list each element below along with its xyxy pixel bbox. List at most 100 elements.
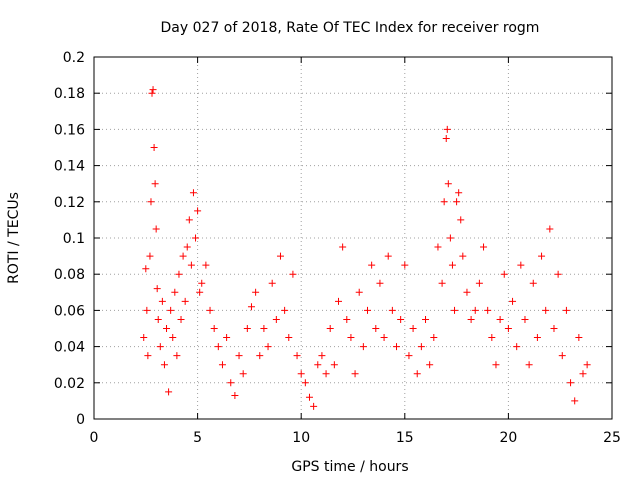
data-point [177,315,185,323]
data-point [268,279,276,287]
y-tick-label: 0.06 [54,303,85,319]
data-point [558,352,566,360]
data-point [480,243,488,251]
data-point [397,315,405,323]
data-point [492,361,500,369]
data-point [281,306,289,314]
data-point [165,388,173,396]
data-point [359,343,367,351]
data-point [148,89,156,97]
data-point [384,252,392,260]
data-point [579,370,587,378]
data-point [562,306,570,314]
data-point [475,279,483,287]
data-point [143,306,151,314]
data-point [448,261,456,269]
data-point [504,325,512,332]
data-point [443,125,451,133]
data-point [196,288,204,296]
data-point [264,343,272,351]
data-point [434,243,442,251]
data-point [147,198,155,206]
data-point [187,261,195,269]
data-point [446,234,454,242]
data-point [167,306,175,314]
y-tick-label: 0 [76,412,85,428]
data-point [149,86,157,94]
data-point [376,279,384,287]
data-point [156,343,164,351]
axis-ticks: 0 0.02 0.04 0.06 0.08 0.1 0.12 0.14 0.16 0.18 0.2 0… [54,50,621,446]
data-point [153,285,161,293]
data-point [521,315,529,323]
data-point [181,297,189,305]
data-point [243,325,251,332]
data-point [343,315,351,323]
data-point [459,252,467,260]
data-point [509,297,517,305]
data-point [223,334,231,342]
data-point [198,279,206,287]
data-point [260,325,268,332]
data-point [330,361,338,369]
x-tick-label: 20 [499,430,517,446]
data-point [533,334,541,342]
y-tick-label: 0.16 [54,122,85,138]
data-point [426,361,434,369]
data-point [364,306,372,314]
y-tick-label: 0.08 [54,267,85,283]
data-point [488,334,496,342]
data-point [151,180,159,188]
data-point [173,352,181,360]
data-point [206,306,214,314]
data-point [401,261,409,269]
x-tick-label: 5 [193,430,202,446]
data-point [538,252,546,260]
y-tick-label: 0.14 [54,159,85,175]
data-point [146,252,154,260]
data-point [183,243,191,251]
data-point [318,352,326,360]
data-point [529,279,537,287]
data-point [546,225,554,233]
data-point [227,379,235,387]
data-point [438,279,446,287]
data-point [571,397,579,405]
data-point [218,361,226,369]
data-point [417,343,425,351]
data-point [214,343,222,351]
data-point [368,261,376,269]
data-point [339,243,347,251]
y-tick-label: 0.18 [54,86,85,102]
data-point [305,393,313,401]
data-point [355,288,363,296]
data-point [140,334,148,342]
data-point [247,303,255,311]
data-point [272,315,280,323]
data-point [440,198,448,206]
data-point [285,334,293,342]
data-point [150,144,158,151]
data-point [351,370,359,378]
data-point [171,288,179,296]
data-point [256,352,264,360]
data-point [202,261,210,269]
data-point [185,216,193,224]
data-point [372,325,380,332]
y-tick-label: 0.04 [54,340,85,356]
data-point [405,352,413,360]
data-point [158,297,166,305]
data-point [239,370,247,378]
data-point [252,288,260,296]
data-point [567,379,575,387]
data-point [575,334,583,342]
data-point [235,352,243,360]
data-point [393,343,401,351]
x-tick-label: 0 [90,430,99,446]
x-tick-label: 15 [396,430,414,446]
data-point [231,391,239,399]
data-point [347,334,355,342]
data-point [455,189,463,197]
data-point [179,252,187,260]
data-point [422,315,430,323]
